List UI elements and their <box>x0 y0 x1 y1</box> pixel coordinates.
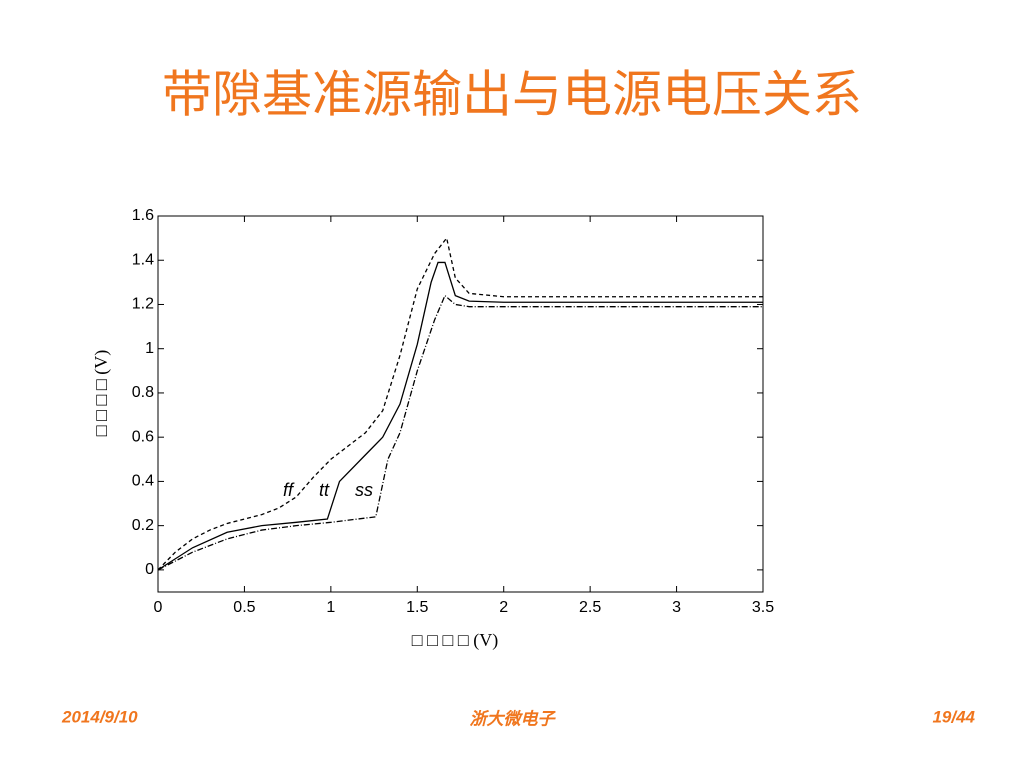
series-label: tt <box>319 480 330 500</box>
series-label: ff <box>283 480 295 500</box>
data-line <box>157 294 763 571</box>
x-tick-label: 1 <box>326 599 335 616</box>
y-tick-label: 0.8 <box>132 384 154 401</box>
y-tick-label: 0.2 <box>132 517 154 534</box>
y-tick-label: 1.2 <box>132 296 154 313</box>
y-tick-label: 1.4 <box>132 251 154 268</box>
y-tick-label: 0.4 <box>132 473 154 490</box>
x-tick-label: 0 <box>154 599 163 616</box>
y-tick-label: 0 <box>145 561 154 578</box>
x-axis-label: □ □ □ □ (V) <box>412 630 498 651</box>
series-label: ss <box>355 480 373 500</box>
y-tick-label: 1.6 <box>132 207 154 224</box>
footer-date: 2014/9/10 <box>61 707 138 726</box>
footer-org: 浙大微电子 <box>470 709 557 728</box>
data-line <box>157 236 763 571</box>
y-tick-label: 1 <box>145 340 154 357</box>
y-tick-label: 0.6 <box>132 428 154 445</box>
x-tick-label: 3.5 <box>752 599 774 616</box>
data-line <box>157 261 763 571</box>
x-tick-label: 3 <box>672 599 681 616</box>
x-tick-label: 2.5 <box>579 599 601 616</box>
x-tick-label: 1.5 <box>406 599 428 616</box>
plot-frame <box>157 215 764 593</box>
x-tick-label: 2 <box>499 599 508 616</box>
x-tick-label: 0.5 <box>233 599 255 616</box>
y-axis-label: □ □ □ □ (V) <box>91 350 112 436</box>
footer-page: 19/44 <box>932 707 975 726</box>
slide-title: 带隙基准源输出与电源电压关系 <box>162 66 862 122</box>
